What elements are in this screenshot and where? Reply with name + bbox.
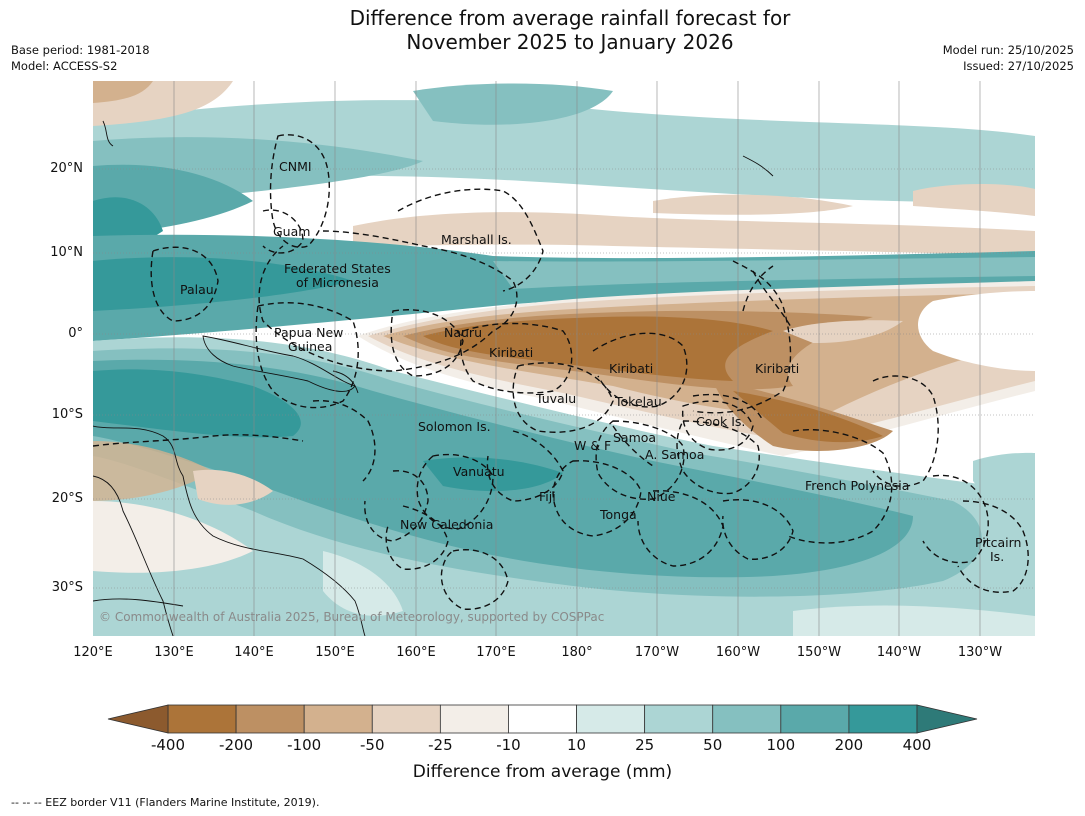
colorbar-tick-label: -100 <box>287 736 322 754</box>
map-panel: CNMI Guam Marshall Is. Federated States … <box>93 81 1035 636</box>
lon-tick-label: 170°W <box>634 645 680 660</box>
model-name: Model: ACCESS-S2 <box>11 59 118 73</box>
region-labels: CNMI Guam Marshall Is. Federated States … <box>99 159 1021 624</box>
colorbar-tick-label: -25 <box>428 736 453 754</box>
colorbar-swatch <box>508 704 577 734</box>
colorbar-swatch <box>235 704 305 734</box>
title-line-1: Difference from average rainfall forecas… <box>349 6 791 30</box>
colorbar-tick-label: 400 <box>902 736 932 754</box>
title-line-2: November 2025 to January 2026 <box>406 30 734 54</box>
colorbar-swatch <box>576 704 646 734</box>
lat-tick-label: 10°S <box>51 407 83 422</box>
lon-tick-label: 160°W <box>715 645 761 660</box>
label-png-1: Papua New <box>274 325 343 340</box>
gridlines <box>93 81 1035 636</box>
colorbar <box>107 704 978 734</box>
colorbar-swatch <box>167 704 237 734</box>
colorbar-tick-label: -10 <box>496 736 521 754</box>
lat-tick-label: 10°N <box>50 245 83 260</box>
lat-tick-label: 30°S <box>51 580 83 595</box>
colorbar-tick-label: -400 <box>150 736 186 754</box>
label-tonga: Tonga <box>599 507 637 522</box>
colorbar-tick-label: 50 <box>703 736 723 754</box>
label-marshall: Marshall Is. <box>441 232 512 247</box>
copyright-notice: © Commonwealth of Australia 2025, Bureau… <box>99 610 604 624</box>
label-cnmi: CNMI <box>279 159 312 174</box>
label-kiribati-west: Kiribati <box>489 345 533 360</box>
colorbar-swatch <box>644 704 714 734</box>
colorbar-swatch <box>848 704 918 734</box>
colorbar-tick-label: 25 <box>635 736 655 754</box>
model-run: Model run: 25/10/2025 <box>942 43 1074 57</box>
label-fsm-2: of Micronesia <box>296 275 379 290</box>
lon-tick-label: 160°E <box>396 645 436 660</box>
label-palau: Palau <box>180 282 214 297</box>
label-fsm-1: Federated States <box>284 261 391 276</box>
lat-tick-label: 0° <box>68 326 83 341</box>
lon-tick-label: 150°E <box>315 645 355 660</box>
colorbar-swatch <box>712 704 782 734</box>
label-fiji: Fiji <box>539 489 556 504</box>
label-nauru: Nauru <box>444 325 482 340</box>
lon-tick-label: 170°E <box>476 645 516 660</box>
label-solomon: Solomon Is. <box>418 419 491 434</box>
label-pitcairn-2: Is. <box>990 549 1004 564</box>
label-tokelau: Tokelau <box>614 394 662 409</box>
label-tuvalu: Tuvalu <box>535 391 576 406</box>
label-png-2: Guinea <box>288 339 332 354</box>
label-new-caledonia: New Caledonia <box>400 517 493 532</box>
colorbar-tick-label: 100 <box>766 736 796 754</box>
lon-tick-label: 140°E <box>234 645 274 660</box>
lat-tick-label: 20°N <box>50 161 83 176</box>
colorbar-tick-label: 200 <box>834 736 864 754</box>
lon-tick-label: 120°E <box>73 645 113 660</box>
label-samoa: Samoa <box>613 430 656 445</box>
dry-band-north <box>353 184 1035 256</box>
colorbar-extend-high <box>916 704 978 734</box>
wet-band-south <box>93 337 1035 636</box>
label-wf: W & F <box>574 438 611 453</box>
coastlines <box>93 120 774 636</box>
map-title: Difference from average rainfall forecas… <box>0 6 1085 54</box>
colorbar-swatch <box>780 704 850 734</box>
lon-tick-label: 130°E <box>154 645 194 660</box>
eez-borders <box>93 134 1029 610</box>
colorbar-swatch <box>371 704 441 734</box>
label-kiribati-central: Kiribati <box>609 361 653 376</box>
label-pitcairn-1: Pitcairn <box>975 535 1021 550</box>
eez-footnote: -- -- -- EEZ border V11 (Flanders Marine… <box>11 796 320 809</box>
rainfall-map: CNMI Guam Marshall Is. Federated States … <box>93 81 1035 636</box>
colorbar-swatch <box>303 704 373 734</box>
wet-band-north <box>93 81 1035 256</box>
colorbar-tick-label: -50 <box>360 736 385 754</box>
colorbar-tick-label: 10 <box>566 736 587 754</box>
label-niue: Niue <box>647 489 676 504</box>
label-kiribati-east: Kiribati <box>755 361 799 376</box>
colorbar-tick-label: -200 <box>219 736 254 754</box>
issued-date: Issued: 27/10/2025 <box>963 59 1074 73</box>
lon-tick-label: 180° <box>561 645 593 660</box>
base-period: Base period: 1981-2018 <box>11 43 150 57</box>
lon-tick-label: 140°W <box>876 645 922 660</box>
meta-right: Model run: 25/10/2025 Issued: 27/10/2025 <box>943 42 1074 74</box>
label-french-polynesia: French Polynesia <box>805 478 909 493</box>
meta-left: Base period: 1981-2018 Model: ACCESS-S2 <box>11 42 150 74</box>
lat-tick-label: 20°S <box>51 491 83 506</box>
colorbar-extend-low <box>107 704 169 734</box>
lon-tick-label: 150°W <box>796 645 842 660</box>
label-cook: Cook Is. <box>696 414 745 429</box>
colorbar-swatch <box>439 704 509 734</box>
label-asamoa: A. Samoa <box>645 447 704 462</box>
lon-tick-label: 130°W <box>957 645 1003 660</box>
label-vanuatu: Vanuatu <box>453 464 505 479</box>
colorbar-title: Difference from average (mm) <box>412 762 673 782</box>
label-guam: Guam <box>273 224 310 239</box>
